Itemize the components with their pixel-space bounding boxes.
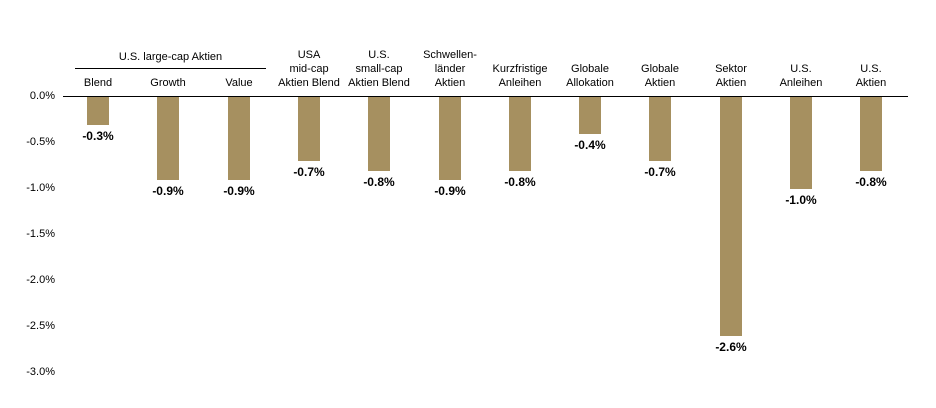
bar-value-label: -2.6%: [715, 340, 747, 354]
group-header-label: U.S. large-cap Aktien: [118, 51, 223, 63]
bar-value-label: -0.4%: [574, 138, 606, 152]
bar-value-label: -1.0%: [785, 193, 817, 207]
bar: [509, 97, 531, 171]
category-label: USA mid-cap Aktien Blend: [278, 49, 340, 89]
bar: [649, 97, 671, 161]
bar-value-label: -0.7%: [644, 165, 676, 179]
y-tick-label: -0.5%: [26, 136, 55, 148]
bar: [228, 97, 250, 180]
y-tick-label: -1.5%: [26, 228, 55, 240]
bar: [439, 97, 461, 180]
category-label: Value: [225, 77, 253, 89]
y-tick-label: -1.0%: [26, 182, 55, 194]
bar: [157, 97, 179, 180]
bar-value-label: -0.8%: [363, 175, 395, 189]
bar-value-label: -0.8%: [855, 175, 887, 189]
category-label: Blend: [83, 77, 113, 89]
category-label: Sektor Aktien: [715, 63, 747, 89]
category-label: Globale Aktien: [641, 63, 679, 89]
category-label: U.S. Aktien: [855, 63, 887, 89]
bar-value-label: -0.3%: [82, 129, 114, 143]
category-label: Kurzfristige Anleihen: [492, 63, 548, 89]
bar-value-label: -0.7%: [293, 165, 325, 179]
bar: [720, 97, 742, 336]
y-tick-label: -3.0%: [26, 366, 55, 378]
category-label: Growth: [150, 77, 186, 89]
category-label: U.S. Anleihen: [779, 63, 823, 89]
bar: [860, 97, 882, 171]
zero-axis-line: [63, 96, 908, 97]
y-tick-label: 0.0%: [29, 90, 55, 102]
bar-value-label: -0.9%: [223, 184, 255, 198]
bar: [579, 97, 601, 134]
bar: [790, 97, 812, 189]
category-label: Schwellen- länder Aktien: [423, 49, 477, 89]
bar-value-label: -0.9%: [152, 184, 184, 198]
bar: [368, 97, 390, 171]
bar: [87, 97, 109, 125]
y-tick-label: -2.5%: [26, 320, 55, 332]
category-label: Globale Allokation: [566, 63, 614, 89]
group-header-underline: [75, 68, 266, 69]
bar-value-label: -0.9%: [434, 184, 466, 198]
y-tick-label: -2.0%: [26, 274, 55, 286]
bar-value-label: -0.8%: [504, 175, 536, 189]
category-label: U.S. small-cap Aktien Blend: [348, 49, 410, 89]
bar: [298, 97, 320, 161]
